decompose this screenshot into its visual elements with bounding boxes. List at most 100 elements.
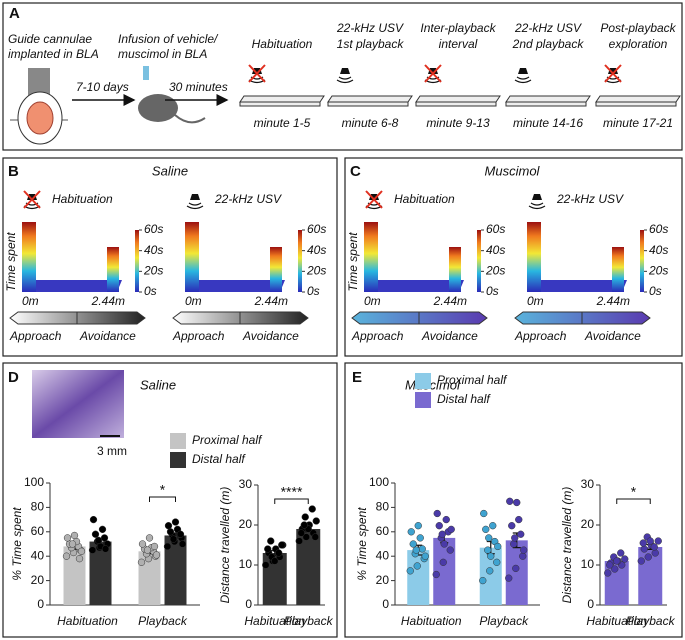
- y-tick-label: 30: [239, 477, 253, 491]
- data-point: [506, 497, 514, 505]
- x-tick-label: 0m: [527, 294, 544, 308]
- arena: [505, 95, 591, 107]
- heatmap-floor: [185, 280, 285, 292]
- x-tick-label: Habituation: [586, 614, 647, 628]
- legend-swatch: [415, 392, 431, 408]
- data-point: [650, 543, 658, 551]
- cross: [604, 64, 622, 83]
- data-point: [271, 557, 279, 565]
- x-tick-label: 0m: [22, 294, 39, 308]
- y-axis-label: % Time spent: [10, 507, 24, 581]
- data-point: [489, 522, 497, 530]
- x-tick-label: Playback: [479, 614, 529, 628]
- bar: [433, 537, 456, 605]
- colorbar-label: 0s: [144, 284, 157, 298]
- data-point: [438, 530, 446, 538]
- heatmap-column: [22, 222, 36, 292]
- x-tick-label: Playback: [284, 614, 334, 628]
- data-point: [169, 535, 178, 543]
- data-point: [513, 498, 521, 507]
- speaker: [340, 68, 350, 74]
- data-point: [617, 549, 625, 557]
- panel-label: E: [352, 369, 362, 386]
- data-point: [414, 522, 422, 530]
- sound-wave: [336, 76, 354, 84]
- data-point: [637, 557, 645, 565]
- cross: [23, 190, 41, 209]
- heatmap-column: [527, 222, 541, 292]
- data-point: [520, 546, 528, 554]
- data-point: [433, 509, 441, 518]
- data-point: [480, 509, 488, 518]
- y-tick-label: 100: [369, 475, 389, 489]
- heatmap: [364, 222, 464, 292]
- data-point: [416, 534, 424, 542]
- panel-label: D: [8, 369, 19, 386]
- colorbar: [298, 230, 302, 292]
- heatmap-floor: [22, 280, 122, 292]
- data-point: [77, 547, 86, 555]
- data-point: [88, 546, 97, 554]
- data-point: [439, 558, 447, 566]
- data-point: [644, 553, 652, 561]
- panel-title: Saline: [152, 163, 188, 178]
- data-point: [94, 536, 103, 544]
- data-point: [604, 569, 612, 577]
- colorbar-label: 40s: [144, 243, 163, 257]
- data-point: [479, 576, 487, 585]
- y-axis-label: Time spent: [4, 232, 18, 292]
- data-point: [613, 557, 621, 565]
- data-point: [621, 555, 629, 563]
- colorbar-label: 60s: [486, 222, 505, 236]
- data-point: [275, 549, 283, 557]
- legend-swatch: [415, 373, 431, 389]
- sound-wave: [186, 202, 204, 210]
- heatmap-column: [185, 222, 199, 292]
- x-tick-label: 2.44m: [596, 294, 630, 308]
- y-tick-label: 40: [31, 548, 45, 562]
- x-tick-label: 2.44m: [254, 294, 288, 308]
- y-tick-label: 0: [245, 597, 252, 611]
- direction-label: Approach: [9, 329, 62, 343]
- rat: [138, 94, 178, 122]
- bar: [407, 550, 430, 605]
- data-point: [505, 574, 513, 582]
- legend-label: Proximal half: [192, 433, 263, 447]
- data-point: [145, 534, 154, 542]
- heatmap-column: [364, 222, 378, 292]
- data-point: [511, 534, 519, 542]
- heatmap-floor: [364, 280, 464, 292]
- bar: [89, 541, 112, 605]
- y-tick-label: 60: [376, 524, 390, 538]
- data-point: [406, 567, 414, 575]
- direction-label: Avoidance: [242, 329, 299, 343]
- data-point: [166, 528, 175, 536]
- data-point: [138, 540, 147, 548]
- muted-speaker-icon: [248, 64, 266, 84]
- significance-bracket: [149, 496, 176, 502]
- colorbar: [640, 230, 644, 292]
- cannula: [28, 68, 50, 96]
- panel-title: Muscimol: [485, 163, 541, 178]
- y-tick-label: 80: [31, 500, 45, 514]
- data-point: [442, 515, 450, 524]
- phase-title: 2nd playback: [512, 37, 585, 51]
- sound-wave: [528, 202, 546, 210]
- colorbar-label: 40s: [649, 243, 668, 257]
- histology-image: [32, 370, 124, 438]
- data-point: [312, 517, 320, 525]
- arena: [415, 95, 501, 107]
- brain: [26, 101, 54, 135]
- legend-label: Proximal half: [437, 373, 508, 387]
- significance-label: ****: [281, 484, 303, 500]
- data-point: [515, 515, 523, 524]
- step-text: Infusion of vehicle/: [118, 32, 219, 46]
- direction-label: Approach: [514, 329, 567, 343]
- data-point: [301, 513, 309, 521]
- data-point: [262, 561, 270, 569]
- data-point: [654, 537, 662, 545]
- speaker: [190, 194, 200, 200]
- data-point: [308, 505, 316, 513]
- x-tick-label: 2.44m: [433, 294, 467, 308]
